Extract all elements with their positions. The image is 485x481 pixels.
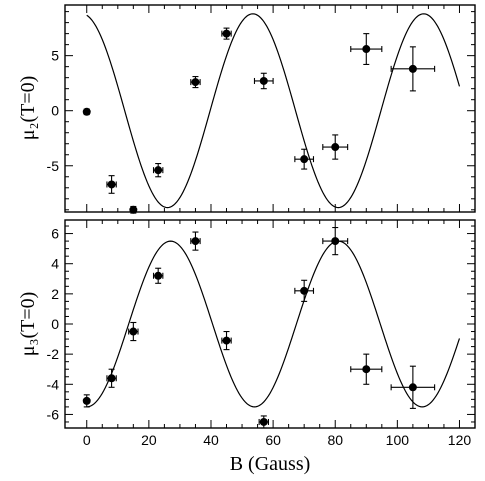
marker (300, 286, 309, 295)
data-point (190, 231, 201, 251)
panel-mu2: -5 0 5 μ₂(T=0) (17, 4, 476, 214)
y-tick-label: 0 (51, 103, 59, 119)
marker (129, 327, 138, 336)
data-point (350, 33, 383, 66)
marker (82, 396, 91, 405)
marker (222, 29, 231, 38)
y-tick-label: 2 (51, 286, 59, 302)
marker (154, 271, 163, 280)
y-tick-label: 0 (51, 316, 59, 332)
axis-ticks-top: -5 0 5 (47, 5, 475, 212)
marker (408, 383, 417, 392)
marker (191, 78, 200, 87)
fit-curve-bottom (86, 240, 461, 408)
marker (82, 107, 91, 116)
x-axis-label: B (Gauss) (230, 453, 311, 475)
data-points-bottom (82, 226, 436, 429)
marker (107, 374, 116, 383)
data-point (129, 205, 138, 214)
x-tick-label: 40 (203, 432, 219, 448)
marker (362, 45, 371, 54)
y-tick-label: 4 (51, 256, 59, 272)
x-tick-label: 60 (265, 432, 281, 448)
marker (300, 155, 309, 164)
data-point (350, 353, 383, 385)
y-axis-label-top: μ₂(T=0) (17, 76, 39, 141)
y-tick-label: -4 (47, 376, 60, 392)
data-point (294, 148, 315, 170)
x-tick-label: 80 (327, 432, 343, 448)
plot-frame-bottom (64, 219, 476, 429)
data-point (253, 72, 274, 90)
x-tick-label: 100 (386, 432, 410, 448)
plot-frame-top (64, 4, 476, 213)
marker (331, 237, 340, 246)
panel-mu3: 0 20 40 60 80 100 120 -6 -4 -2 0 2 4 6 μ₃(T=0) B (Gau… (17, 219, 476, 475)
y-tick-label: 6 (51, 226, 59, 242)
marker (129, 205, 138, 214)
y-axis-label-bottom: μ₃(T=0) (17, 292, 39, 357)
data-point (82, 394, 91, 408)
data-point (152, 163, 164, 178)
fit-curve (86, 13, 461, 209)
marker (408, 64, 417, 73)
data-point (152, 267, 164, 284)
marker (154, 166, 163, 175)
data-point (221, 330, 232, 351)
data-point (106, 368, 117, 388)
marker (362, 365, 371, 374)
axis-ticks-bottom: 0 20 40 60 80 100 120 -6 -4 -2 0 2 4 6 (47, 220, 475, 448)
data-point (190, 76, 201, 89)
data-points-top (82, 27, 436, 214)
y-tick-label: 5 (51, 48, 59, 64)
x-tick-label: 0 (83, 432, 91, 448)
marker (107, 180, 116, 189)
data-point (221, 27, 232, 40)
fit-curve (86, 240, 461, 408)
marker (331, 143, 340, 152)
marker (259, 417, 268, 426)
data-point (294, 279, 315, 302)
data-point (128, 321, 139, 342)
x-tick-label: 20 (141, 432, 157, 448)
fit-curve-top (86, 13, 461, 209)
data-point (106, 175, 117, 194)
data-point (82, 107, 91, 116)
marker (222, 336, 231, 345)
data-point (322, 134, 349, 160)
data-point (258, 415, 269, 429)
y-tick-label: -6 (47, 406, 60, 422)
x-tick-label: 120 (448, 432, 472, 448)
y-tick-label: -2 (47, 346, 60, 362)
data-point (322, 226, 349, 256)
y-tick-label: -5 (47, 158, 60, 174)
marker (259, 76, 268, 85)
data-point (390, 365, 436, 409)
data-point (390, 46, 436, 92)
marker (191, 237, 200, 246)
